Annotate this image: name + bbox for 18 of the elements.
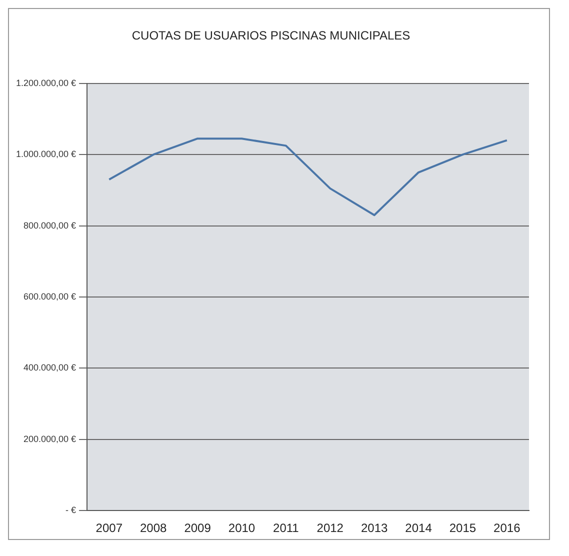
x-tick-label: 2015 xyxy=(449,521,476,536)
x-tick-label: 2007 xyxy=(96,521,123,536)
chart-title: CUOTAS DE USUARIOS PISCINAS MUNICIPALES xyxy=(132,28,410,43)
y-tick-label: - € xyxy=(66,505,76,516)
x-tick-label: 2011 xyxy=(273,521,300,536)
y-tick-label: 400.000,00 € xyxy=(23,362,76,373)
x-tick-label: 2014 xyxy=(405,521,432,536)
y-tick-label: 600.000,00 € xyxy=(23,291,76,302)
x-tick-label: 2008 xyxy=(140,521,168,536)
y-tick-label: 200.000,00 € xyxy=(23,434,76,444)
x-tick-label: 2016 xyxy=(494,521,521,536)
y-tick-label: 800.000,00 € xyxy=(23,220,76,230)
x-tick-label: 2013 xyxy=(360,521,388,536)
x-tick-label: 2012 xyxy=(316,521,344,536)
x-tick-label: 2009 xyxy=(184,521,212,536)
x-tick-label: 2010 xyxy=(228,521,256,536)
y-tick-label: 1.200.000,00 € xyxy=(16,78,76,88)
y-tick-label: 1.000.000,00 € xyxy=(16,149,76,160)
